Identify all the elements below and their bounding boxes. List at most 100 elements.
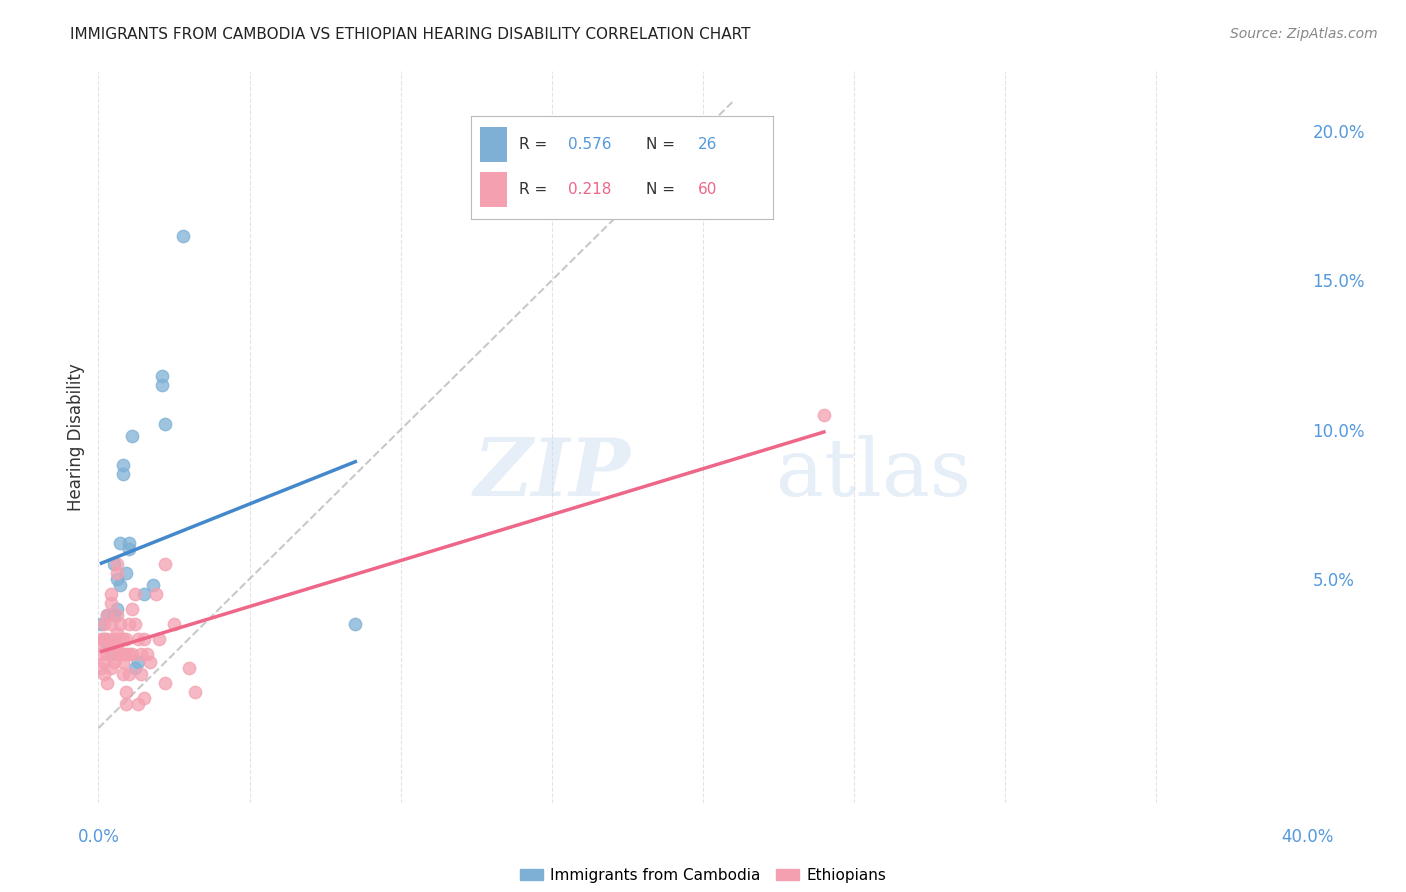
Point — [121, 428, 143, 442]
Point — [96, 607, 118, 622]
Point — [163, 616, 186, 631]
Text: Source: ZipAtlas.com: Source: ZipAtlas.com — [1230, 27, 1378, 41]
Point — [93, 667, 115, 681]
Point — [129, 647, 152, 661]
Point — [172, 228, 194, 243]
Point — [111, 632, 134, 646]
Point — [145, 587, 167, 601]
Point — [100, 647, 122, 661]
Text: 40.0%: 40.0% — [1281, 828, 1334, 846]
Point — [153, 676, 176, 690]
Point — [111, 667, 134, 681]
Point — [118, 647, 141, 661]
Point — [127, 698, 149, 712]
Point — [124, 661, 146, 675]
Point — [153, 417, 176, 431]
Y-axis label: Hearing Disability: Hearing Disability — [66, 363, 84, 511]
Text: R =: R = — [519, 137, 553, 153]
Point — [813, 408, 835, 422]
Point — [108, 647, 131, 661]
Text: 26: 26 — [697, 137, 717, 153]
Point — [96, 607, 118, 622]
Point — [344, 616, 367, 631]
Point — [124, 587, 146, 601]
Point — [121, 647, 143, 661]
Point — [111, 647, 134, 661]
Point — [105, 625, 128, 640]
Point — [118, 667, 141, 681]
Text: R =: R = — [519, 182, 553, 197]
Point — [100, 638, 122, 652]
Point — [90, 661, 112, 675]
Point — [96, 638, 118, 652]
Point — [90, 647, 112, 661]
Point — [108, 632, 131, 646]
Point — [114, 632, 136, 646]
Point — [93, 632, 115, 646]
Point — [118, 616, 141, 631]
Point — [114, 566, 136, 580]
Text: IMMIGRANTS FROM CAMBODIA VS ETHIOPIAN HEARING DISABILITY CORRELATION CHART: IMMIGRANTS FROM CAMBODIA VS ETHIOPIAN HE… — [70, 27, 751, 42]
Text: N =: N = — [647, 137, 681, 153]
Point — [184, 685, 207, 699]
Point — [103, 647, 125, 661]
Point — [153, 557, 176, 571]
Point — [93, 632, 115, 646]
Text: 0.576: 0.576 — [568, 137, 612, 153]
Point — [105, 566, 128, 580]
Point — [142, 578, 165, 592]
Point — [105, 572, 128, 586]
Point — [93, 656, 115, 670]
Point — [108, 536, 131, 550]
Point — [118, 542, 141, 557]
Point — [90, 632, 112, 646]
Point — [114, 685, 136, 699]
Point — [118, 536, 141, 550]
Point — [90, 638, 112, 652]
Point — [127, 632, 149, 646]
Text: 60: 60 — [697, 182, 717, 197]
Point — [179, 661, 201, 675]
Point — [103, 656, 125, 670]
Point — [105, 557, 128, 571]
Point — [132, 691, 155, 706]
Point — [139, 656, 162, 670]
Point — [114, 647, 136, 661]
Point — [105, 607, 128, 622]
Point — [150, 377, 173, 392]
Text: N =: N = — [647, 182, 681, 197]
Text: 0.0%: 0.0% — [77, 828, 120, 846]
Point — [96, 647, 118, 661]
Point — [135, 647, 157, 661]
Point — [103, 632, 125, 646]
Point — [100, 596, 122, 610]
Point — [100, 616, 122, 631]
Point — [100, 587, 122, 601]
Point — [103, 607, 125, 622]
Point — [148, 632, 170, 646]
Point — [96, 676, 118, 690]
Point — [127, 656, 149, 670]
Point — [121, 601, 143, 615]
Point — [132, 587, 155, 601]
Point — [90, 616, 112, 631]
Legend: Immigrants from Cambodia, Ethiopians: Immigrants from Cambodia, Ethiopians — [513, 862, 893, 888]
Point — [114, 698, 136, 712]
Point — [132, 632, 155, 646]
Text: 0.218: 0.218 — [568, 182, 612, 197]
Text: ZIP: ZIP — [474, 435, 630, 512]
Point — [129, 667, 152, 681]
Text: atlas: atlas — [776, 434, 970, 513]
Point — [96, 632, 118, 646]
Point — [108, 616, 131, 631]
Point — [105, 638, 128, 652]
Point — [111, 467, 134, 482]
Point — [105, 601, 128, 615]
Point — [111, 656, 134, 670]
Point — [103, 638, 125, 652]
Point — [108, 578, 131, 592]
Point — [100, 661, 122, 675]
Bar — [479, 172, 508, 207]
Point — [93, 616, 115, 631]
Bar — [479, 128, 508, 162]
